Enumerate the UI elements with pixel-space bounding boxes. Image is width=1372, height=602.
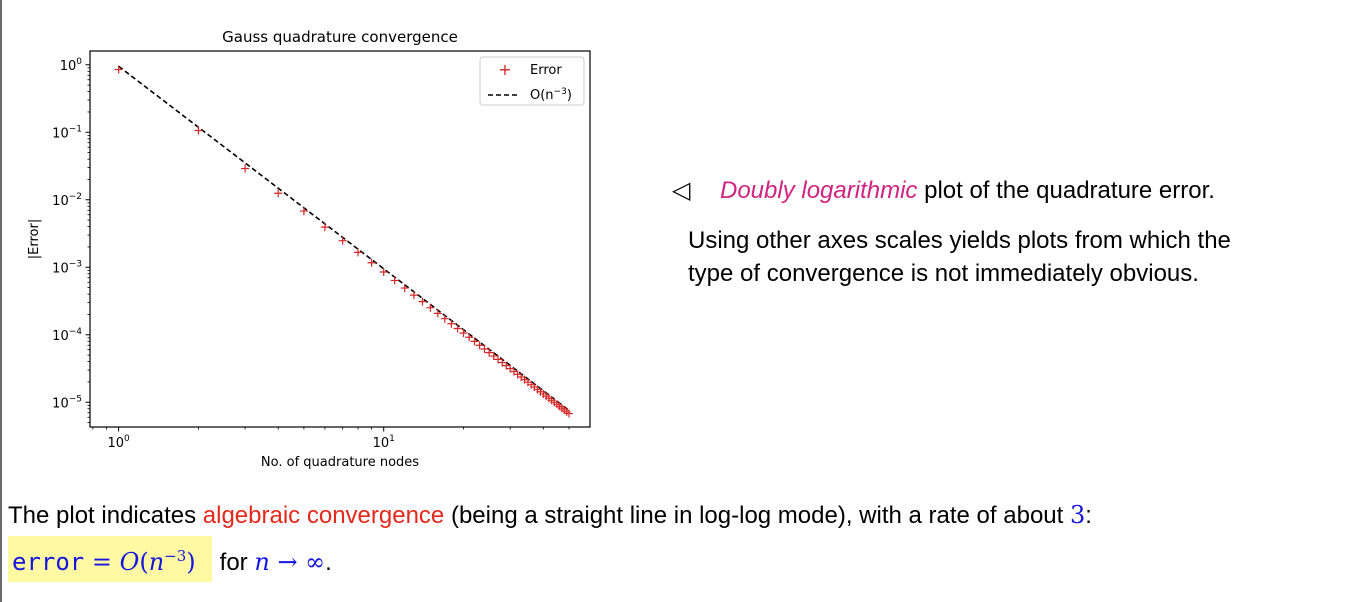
side-line-1: ◁ Doubly logarithmic plot of the quadratu… (672, 174, 1372, 207)
side-note: ◁ Doubly logarithmic plot of the quadratu… (672, 174, 1372, 290)
chart-title: Gauss quadrature convergence (222, 28, 458, 46)
error-formula: error = O(n−3) (8, 536, 212, 582)
plot-frame (89, 50, 591, 428)
legend-error-marker: + (498, 60, 511, 79)
y-tick-label: 10−4 (52, 327, 82, 344)
x-axis-label: No. of quadrature nodes (261, 455, 419, 470)
y-tick-label: 10−5 (52, 394, 82, 411)
error-point (367, 258, 376, 267)
error-point (409, 291, 418, 300)
left-border-rule (0, 0, 2, 602)
conclusion-text: The plot indicates algebraic convergence… (8, 497, 1092, 582)
error-point (465, 333, 474, 342)
error-point (498, 358, 507, 367)
error-point (241, 164, 250, 173)
error-point (426, 303, 435, 312)
error-point (433, 309, 442, 318)
legend-box (479, 56, 585, 106)
fit-line-series (118, 65, 570, 411)
y-tick-label: 100 (60, 57, 83, 74)
algebraic-convergence-term: algebraic convergence (202, 502, 445, 529)
error-point (299, 207, 308, 216)
error-point (494, 355, 503, 364)
conclusion-line-1: The plot indicates algebraic convergence… (8, 501, 1092, 529)
legend-error-label: Error (530, 63, 562, 78)
error-point (354, 248, 363, 257)
y-tick-label: 10−2 (52, 192, 82, 209)
x-tick-label: 100 (107, 434, 130, 451)
y-tick-label: 10−3 (52, 259, 82, 276)
error-point (390, 276, 399, 285)
error-point (320, 223, 329, 232)
error-point (194, 126, 203, 135)
y-tick-label: 10−1 (52, 124, 82, 141)
error-point (440, 314, 449, 323)
error-point (400, 284, 409, 293)
error-point (453, 324, 462, 333)
convergence-chart: Gauss quadrature convergence 100 10−1 10−2… (27, 28, 591, 470)
error-point (475, 341, 484, 350)
x-tick-label: 101 (373, 434, 395, 451)
error-point (459, 328, 468, 337)
legend: + Error O(n−3) (479, 56, 585, 106)
error-point (565, 409, 574, 418)
y-axis-label: |Error| (27, 219, 42, 259)
side-paragraph-2: Using other axes scales yields plots fro… (688, 227, 1231, 287)
error-point (480, 345, 489, 354)
error-point (489, 352, 498, 361)
legend-fit-label: O(n−3) (530, 87, 572, 103)
error-point (114, 65, 123, 74)
error-point (418, 297, 427, 306)
error-point (470, 337, 479, 346)
error-point (338, 236, 347, 245)
limit-expression: n → ∞ (254, 548, 326, 576)
error-point (447, 319, 456, 328)
emphasis-text: Doubly logarithmic (720, 177, 918, 204)
error-point (485, 348, 494, 357)
error-point (379, 268, 388, 277)
conclusion-line-2: error = O(n−3) for n → ∞. (8, 534, 1092, 582)
rate-value: 3 (1069, 501, 1086, 529)
left-triangle-icon: ◁ (672, 177, 691, 204)
error-point (274, 189, 283, 198)
